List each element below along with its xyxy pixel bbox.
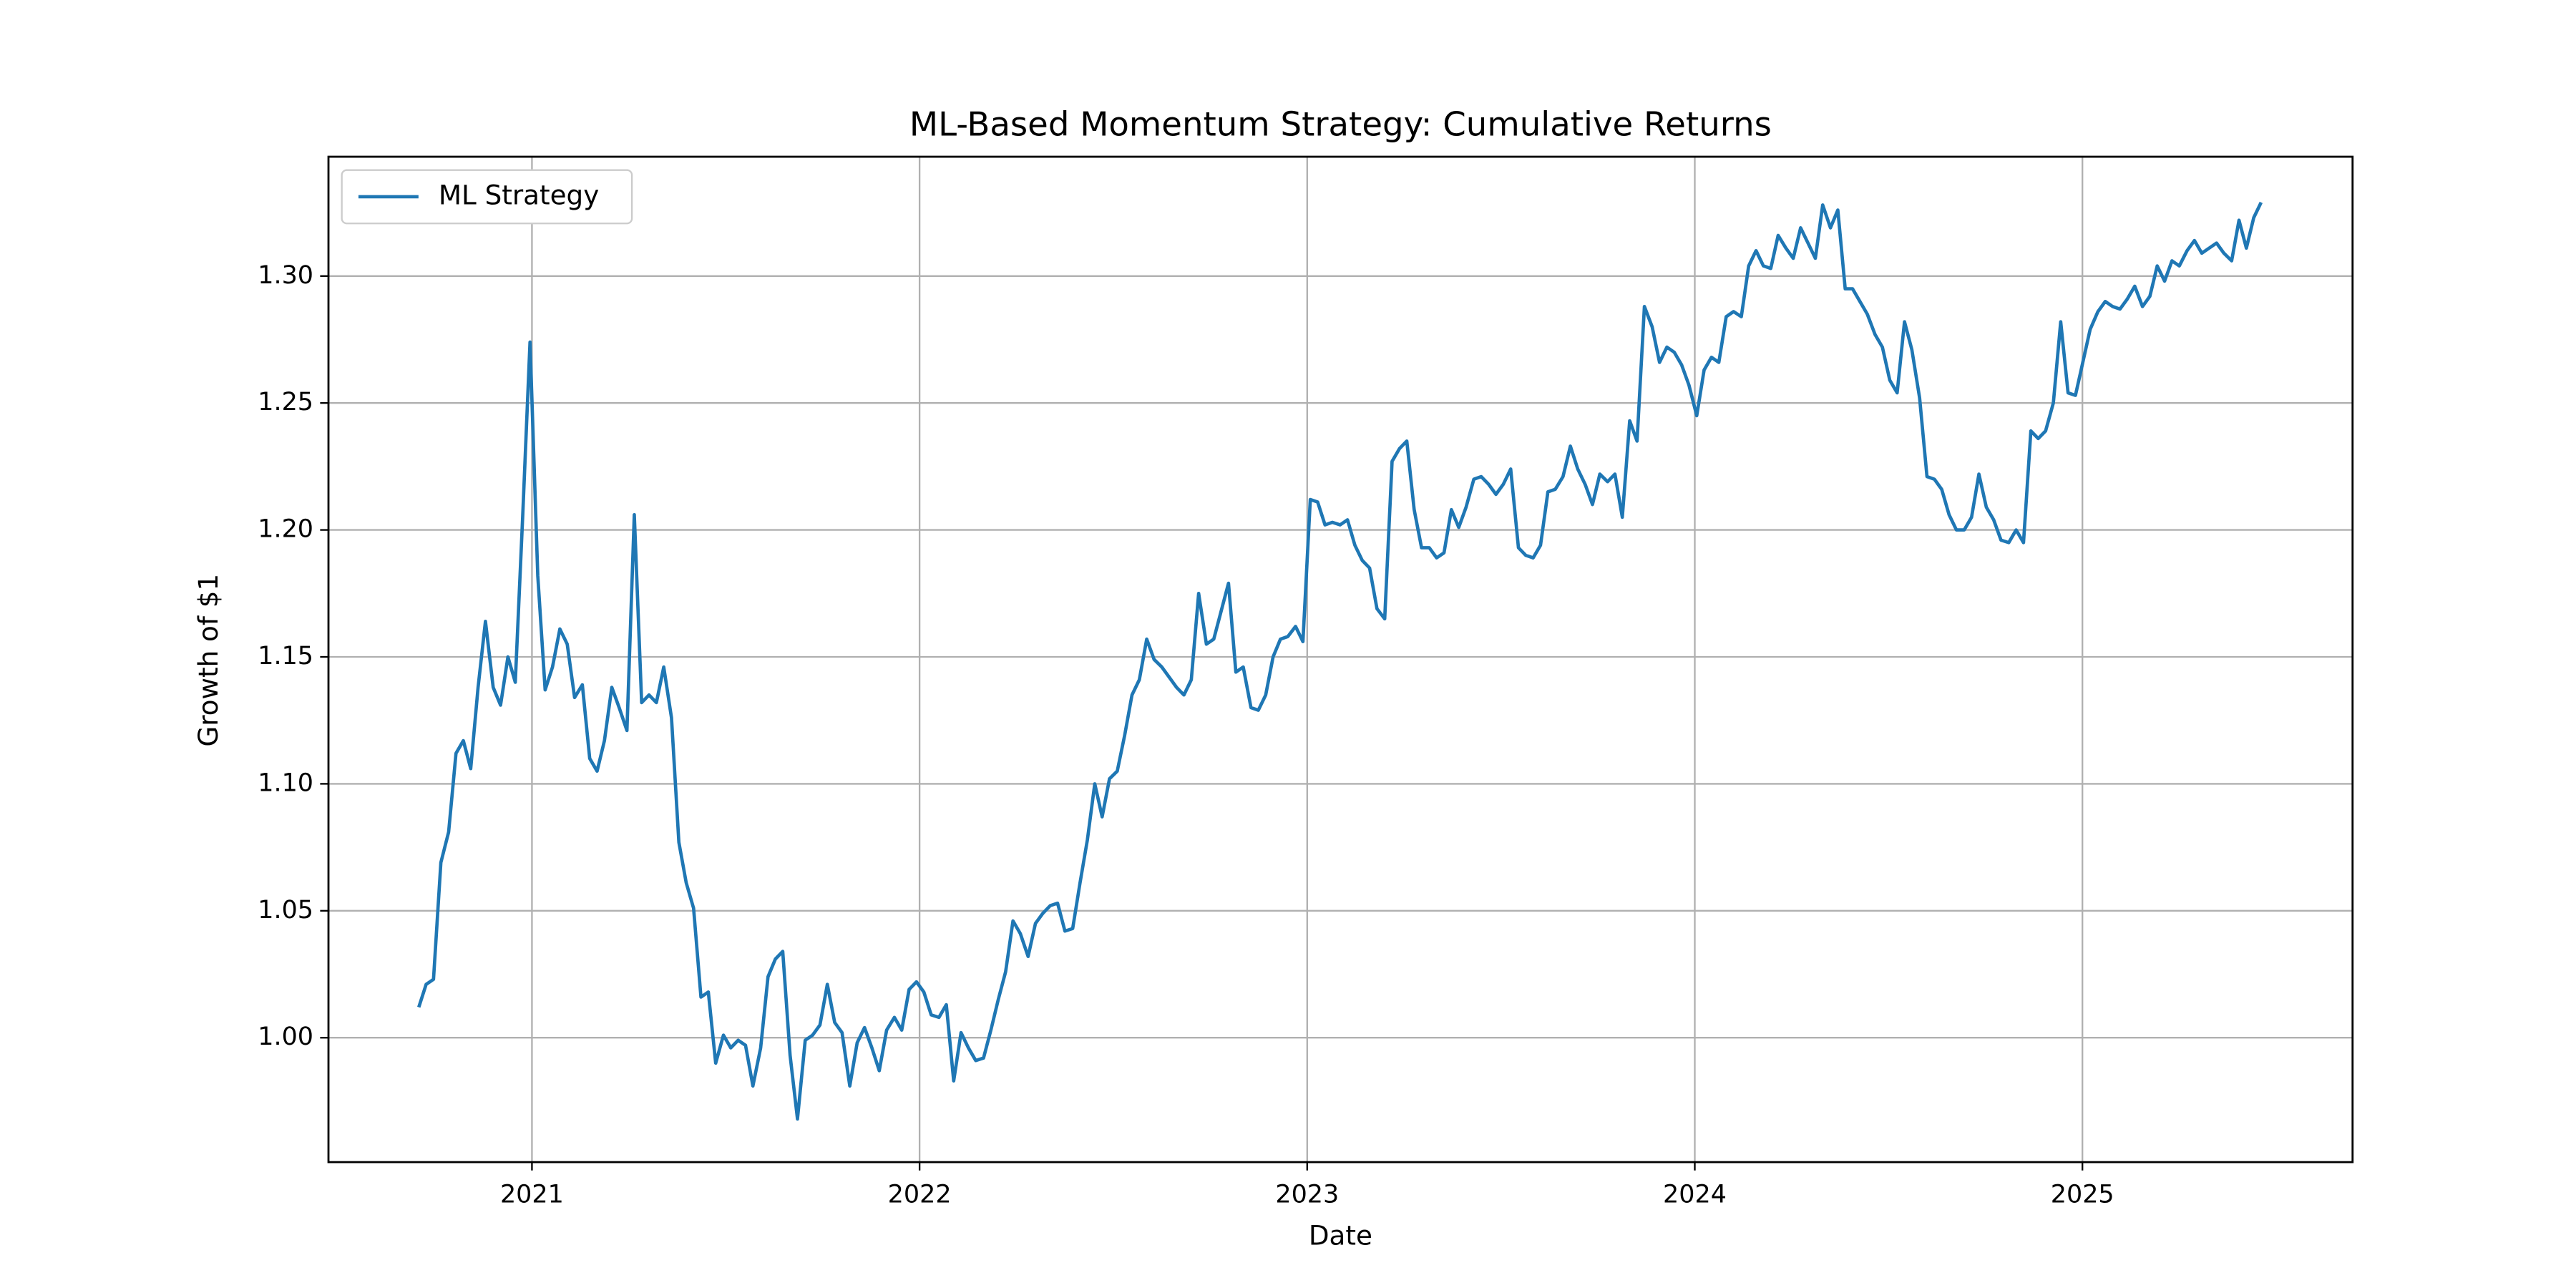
y-tick-label: 1.25 (258, 388, 313, 416)
y-axis-label: Growth of $1 (192, 574, 224, 747)
legend-label: ML Strategy (439, 179, 599, 210)
plot-frame (327, 155, 2354, 1163)
legend-box (341, 169, 633, 225)
y-tick-label: 1.30 (258, 261, 313, 290)
x-tick-label: 2021 (500, 1181, 564, 1209)
y-tick-label: 1.15 (258, 642, 313, 670)
x-tick-label: 2022 (888, 1181, 952, 1209)
x-tick-label: 2025 (2051, 1181, 2114, 1209)
y-tick-label: 1.00 (258, 1023, 313, 1051)
y-tick-label: 1.20 (258, 515, 313, 544)
data-line (417, 201, 2263, 1121)
x-tick-label: 2023 (1275, 1181, 1339, 1209)
y-tick-label: 1.05 (258, 896, 313, 924)
chart-title: ML-Based Momentum Strategy: Cumulative R… (909, 105, 1772, 144)
x-axis-label: Date (1309, 1219, 1372, 1251)
y-tick-label: 1.10 (258, 769, 313, 797)
x-tick-label: 2024 (1663, 1181, 1727, 1209)
